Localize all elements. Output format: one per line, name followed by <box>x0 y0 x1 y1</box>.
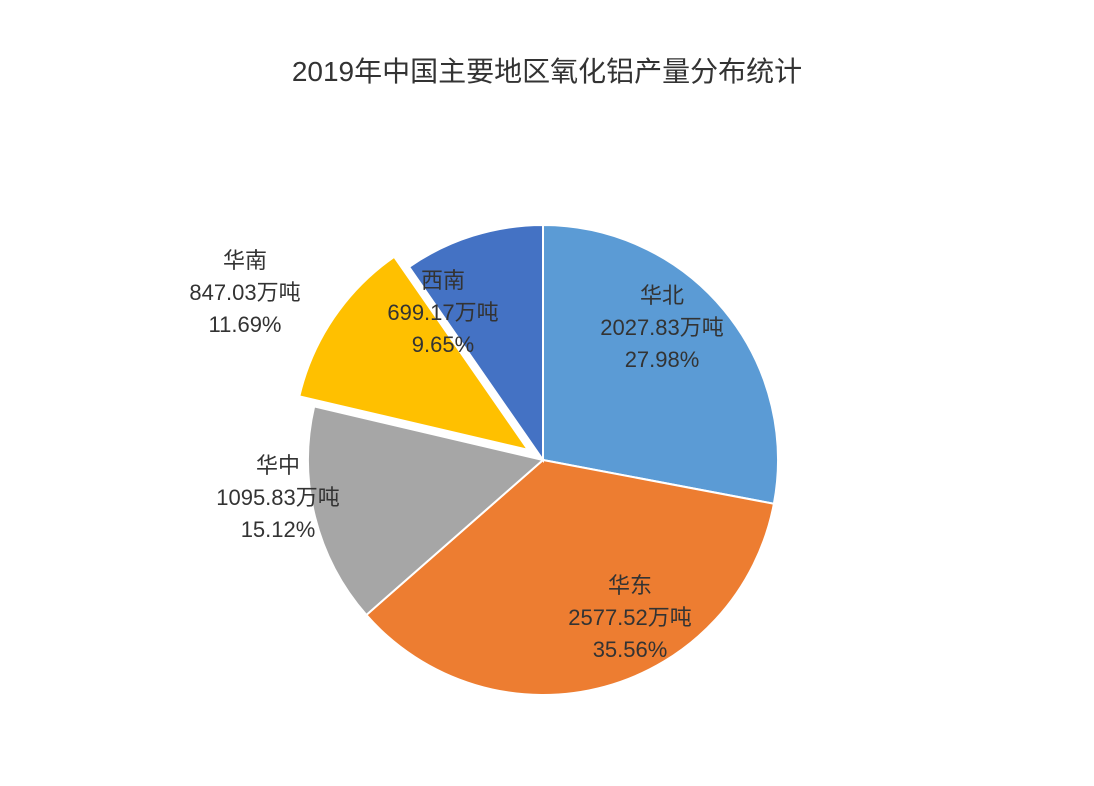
slice-value: 1095.83万吨 <box>216 482 340 514</box>
slice-name: 华南 <box>189 245 300 277</box>
slice-name: 华东 <box>568 570 692 602</box>
slice-label: 华北2027.83万吨27.98% <box>600 280 724 376</box>
slice-percent: 11.69% <box>189 309 300 341</box>
slice-name: 华中 <box>216 450 340 482</box>
slice-label: 西南699.17万吨9.65% <box>387 265 498 361</box>
slice-value: 847.03万吨 <box>189 277 300 309</box>
slice-label: 华南847.03万吨11.69% <box>189 245 300 341</box>
slice-name: 华北 <box>600 280 724 312</box>
slice-value: 2027.83万吨 <box>600 312 724 344</box>
slice-percent: 35.56% <box>568 634 692 666</box>
slice-name: 西南 <box>387 265 498 297</box>
slice-percent: 27.98% <box>600 344 724 376</box>
slice-value: 699.17万吨 <box>387 297 498 329</box>
pie-chart <box>0 0 1094 786</box>
chart-container: 2019年中国主要地区氧化铝产量分布统计 华北2027.83万吨27.98%华东… <box>0 0 1094 786</box>
slice-percent: 9.65% <box>387 329 498 361</box>
slice-percent: 15.12% <box>216 514 340 546</box>
slice-value: 2577.52万吨 <box>568 602 692 634</box>
slice-label: 华中1095.83万吨15.12% <box>216 450 340 546</box>
slice-label: 华东2577.52万吨35.56% <box>568 570 692 666</box>
